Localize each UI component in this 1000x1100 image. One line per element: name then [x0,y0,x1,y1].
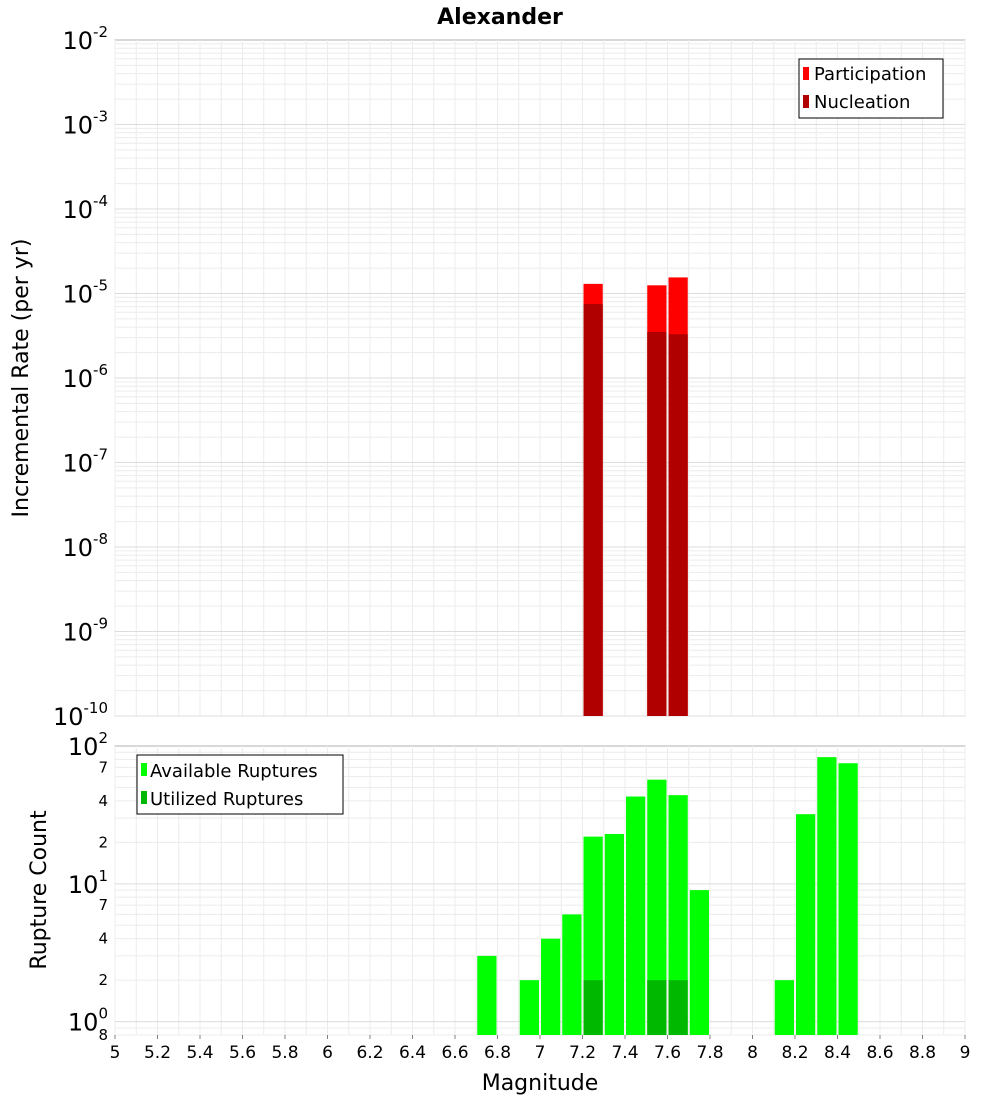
legend-swatch-participation [803,67,809,80]
top-bars [583,277,688,716]
bar-available-ruptures [519,980,539,1035]
bar-available-ruptures [604,833,624,1035]
x-tick-label: 8.2 [781,1043,808,1063]
y-minor-tick-label: 2 [98,971,108,989]
y-minor-tick-label: 4 [98,930,108,948]
legend-swatch-nucleation [803,95,809,108]
y-tick-label: 101 [68,867,108,899]
x-tick-label: 5.8 [271,1043,298,1063]
x-tick-label: 5 [110,1043,121,1063]
bottom-legend-box [136,754,344,815]
bar-utilized-ruptures [647,980,667,1035]
bottom-legend: Available Ruptures Utilized Ruptures [136,754,344,815]
legend-swatch-available [141,763,147,776]
chart-title: Alexander [437,5,563,30]
x-tick-label: 5.6 [229,1043,256,1063]
y-minor-tick-label: 4 [98,792,108,810]
bottom-y-tick-labels: 100 101 102 8 2 4 7 2 4 7 [68,729,108,1044]
y-tick-label: 10-6 [62,361,108,393]
bar-available-ruptures [689,890,709,1035]
y-minor-tick-label: 8 [98,1026,108,1044]
y-tick-label: 10-4 [62,192,108,224]
x-axis-label: Magnitude [482,1071,599,1096]
bar-nucleation [647,332,667,716]
y-tick-label: 10-7 [62,446,108,478]
y-tick-label: 10-3 [62,108,108,140]
x-tick-label: 7 [535,1043,546,1063]
y-minor-tick-label: 7 [98,896,108,914]
x-tick-label: 6.2 [356,1043,383,1063]
bar-utilized-ruptures [668,980,688,1035]
top-legend-box [798,58,944,119]
bottom-bars [477,757,858,1035]
x-tick-label: 7.8 [696,1043,723,1063]
x-tick-label: 5.2 [144,1043,171,1063]
legend-swatch-utilized [141,791,147,804]
bar-available-ruptures [838,763,858,1035]
y-tick-label: 10-9 [62,615,108,647]
bar-available-ruptures [817,757,837,1035]
y-tick-label: 10-10 [53,699,108,731]
top-legend: Participation Nucleation [798,58,944,119]
legend-label-available: Available Ruptures [150,761,318,782]
y-minor-tick-label: 7 [98,758,108,776]
x-tick-label: 6 [322,1043,333,1063]
x-tick-label: 7.2 [569,1043,596,1063]
bar-available-ruptures [796,814,816,1035]
legend-label-nucleation: Nucleation [814,92,910,113]
x-tick-label: 8.4 [824,1043,851,1063]
x-tick-label: 6.8 [484,1043,511,1063]
y-tick-label: 100 [68,1005,108,1037]
top-y-axis-label: Incremental Rate (per yr) [9,239,34,518]
y-tick-label: 10-5 [62,277,108,309]
bar-available-ruptures [626,796,646,1035]
bar-nucleation [668,334,688,716]
y-tick-label: 102 [68,729,108,761]
bar-available-ruptures [668,795,688,1035]
x-tick-label: 6.6 [441,1043,468,1063]
bar-available-ruptures [562,914,582,1035]
y-minor-tick-label: 2 [98,833,108,851]
bar-available-ruptures [647,779,667,1035]
legend-label-utilized: Utilized Ruptures [150,789,303,810]
x-tick-label: 8.6 [866,1043,893,1063]
x-tick-label: 5.4 [186,1043,213,1063]
top-y-tick-labels: 10-10 10-9 10-8 10-7 10-6 10-5 10-4 10-3 10-2 [53,23,108,731]
bar-nucleation [583,304,603,716]
top-grid [114,40,966,717]
x-tick-label: 6.4 [399,1043,426,1063]
x-tick-label: 7.4 [611,1043,638,1063]
x-tick-label: 9 [960,1043,971,1063]
y-tick-label: 10-8 [62,530,108,562]
y-tick-label: 10-2 [62,23,108,55]
bar-available-ruptures [477,955,497,1035]
x-tick-label: 8 [747,1043,758,1063]
x-tick-labels: 5 5.2 5.4 5.6 5.8 6 6.2 6.4 6.6 6.8 7 7.2 7.4 7.6 7.8 8… [110,1035,971,1063]
x-tick-label: 8.8 [909,1043,936,1063]
bottom-y-axis-label: Rupture Count [27,810,52,970]
x-tick-label: 7.6 [654,1043,681,1063]
legend-label-participation: Participation [814,64,926,85]
bar-utilized-ruptures [583,980,603,1035]
bar-available-ruptures [774,980,794,1035]
bar-available-ruptures [541,938,561,1035]
